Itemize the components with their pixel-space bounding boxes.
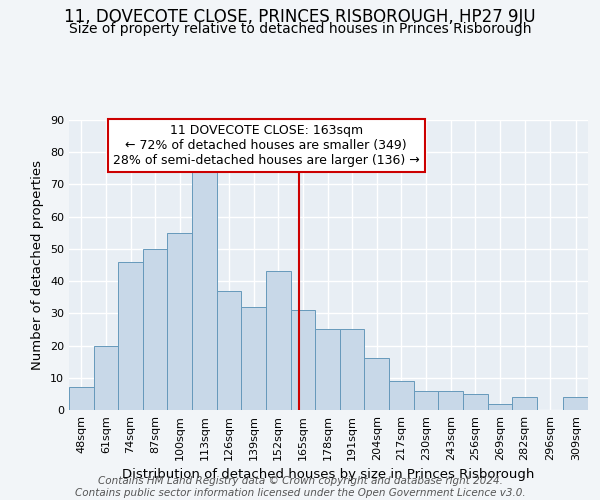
X-axis label: Distribution of detached houses by size in Princes Risborough: Distribution of detached houses by size … [122, 468, 535, 481]
Bar [217, 291, 241, 410]
Bar [563, 397, 588, 410]
Bar [118, 262, 143, 410]
Bar [266, 272, 290, 410]
Bar [69, 388, 94, 410]
Bar [463, 394, 488, 410]
Bar [315, 330, 340, 410]
Text: Contains HM Land Registry data © Crown copyright and database right 2024.
Contai: Contains HM Land Registry data © Crown c… [74, 476, 526, 498]
Bar [389, 381, 414, 410]
Bar [192, 172, 217, 410]
Bar [94, 346, 118, 410]
Y-axis label: Number of detached properties: Number of detached properties [31, 160, 44, 370]
Bar [488, 404, 512, 410]
Bar [167, 233, 192, 410]
Text: 11, DOVECOTE CLOSE, PRINCES RISBOROUGH, HP27 9JU: 11, DOVECOTE CLOSE, PRINCES RISBOROUGH, … [64, 8, 536, 26]
Bar [241, 307, 266, 410]
Bar [414, 390, 439, 410]
Bar [340, 330, 364, 410]
Bar [290, 310, 315, 410]
Bar [439, 390, 463, 410]
Text: 11 DOVECOTE CLOSE: 163sqm
← 72% of detached houses are smaller (349)
28% of semi: 11 DOVECOTE CLOSE: 163sqm ← 72% of detac… [113, 124, 419, 168]
Bar [512, 397, 537, 410]
Bar [143, 249, 167, 410]
Bar [364, 358, 389, 410]
Text: Size of property relative to detached houses in Princes Risborough: Size of property relative to detached ho… [69, 22, 531, 36]
